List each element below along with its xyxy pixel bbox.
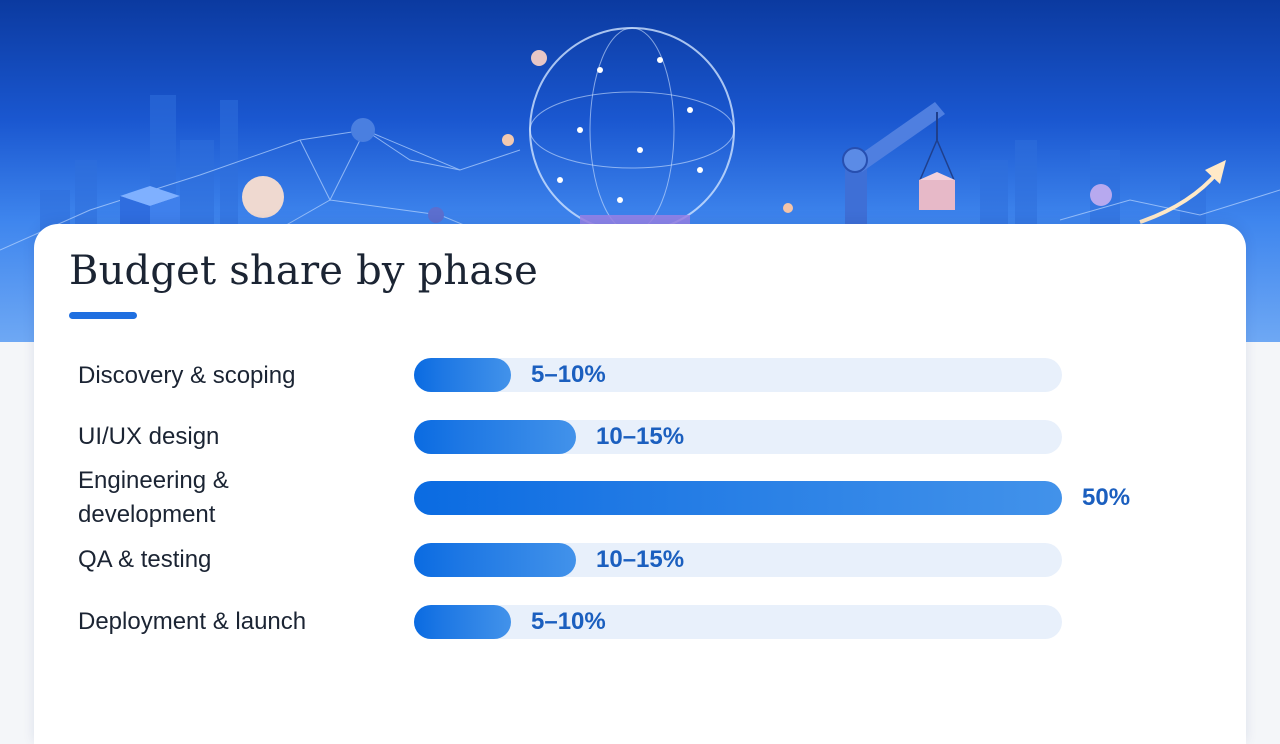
title-accent-bar — [69, 312, 137, 319]
bar — [414, 358, 511, 392]
bar — [414, 543, 576, 577]
box-icon — [919, 172, 955, 210]
bar-value-label: 50% — [1082, 484, 1131, 511]
bar-category-label: Engineering & development — [78, 467, 229, 528]
bar-track — [414, 358, 1062, 392]
bar — [414, 420, 576, 454]
bar — [414, 481, 1062, 515]
sphere-icons — [242, 50, 1112, 223]
bar-value-label: 5–10% — [531, 608, 606, 635]
growth-arrow-icon — [1139, 160, 1226, 224]
bar-value-label: 5–10% — [531, 361, 606, 388]
bar-value-label: 10–15% — [596, 546, 685, 573]
bar — [414, 605, 511, 639]
bar-category-label: UI/UX design — [78, 423, 220, 450]
bar-category-label: Discovery & scoping — [78, 362, 296, 389]
bar-category-label: QA & testing — [78, 546, 212, 573]
bar-track — [414, 605, 1062, 639]
bar-value-label: 10–15% — [596, 423, 685, 450]
slide-title: Budget share by phase — [69, 248, 539, 294]
bar-category-label: Deployment & launch — [78, 608, 307, 635]
network-globe-icon — [529, 27, 735, 233]
